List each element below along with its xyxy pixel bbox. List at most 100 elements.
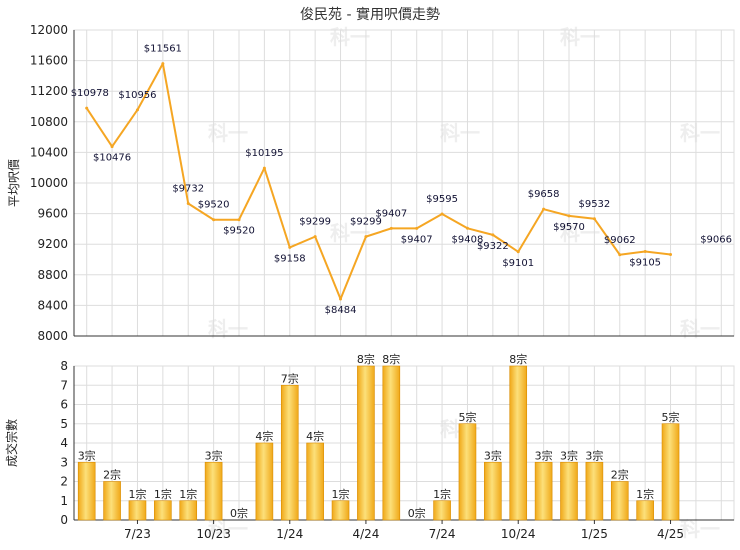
line-data-point <box>567 214 571 218</box>
line-series-segment <box>619 250 646 256</box>
line-data-label: $9322 <box>477 241 509 252</box>
line-series-segment <box>517 208 545 253</box>
line-y-tick-label: 10400 <box>30 145 68 159</box>
line-data-label: $8484 <box>325 305 357 316</box>
bar-mark <box>484 461 502 521</box>
line-series-segment <box>136 63 164 111</box>
line-data-point <box>110 145 114 149</box>
bar-y-tick-label: 4 <box>60 436 68 450</box>
line-data-label: $9532 <box>578 199 610 210</box>
bar-y-tick-label: 3 <box>60 455 68 469</box>
line-series-segment <box>416 213 443 230</box>
bar-data-label: 5宗 <box>458 410 476 424</box>
line-data-label: $9101 <box>502 258 534 269</box>
bar-data-label: 1宗 <box>332 487 350 501</box>
bar-y-tick-label: 5 <box>60 417 68 431</box>
line-data-label: $9520 <box>198 200 230 211</box>
bar-data-label: 4宗 <box>306 429 324 443</box>
line-data-label: $9066 <box>700 234 732 245</box>
line-data-label: $9299 <box>350 217 382 228</box>
line-y-tick-label: 10000 <box>30 176 68 190</box>
bar-data-label: 1宗 <box>433 487 451 501</box>
line-data-point <box>465 226 469 230</box>
line-data-point <box>669 252 673 256</box>
bar-y-tick-label: 1 <box>60 494 68 508</box>
line-series-segment <box>314 236 342 300</box>
bar-mark <box>128 500 147 521</box>
bar-data-label: 0宗 <box>230 506 248 520</box>
bar-mark <box>77 461 96 521</box>
line-data-point <box>440 212 444 216</box>
bar-mark <box>179 500 198 521</box>
bar-data-label: 8宗 <box>382 352 400 366</box>
bar-mark <box>154 500 172 521</box>
bar-mark <box>103 481 121 521</box>
bar-data-label: 7宗 <box>281 371 299 385</box>
line-data-label: $9407 <box>375 208 407 219</box>
line-series-segment <box>593 218 621 256</box>
bar-data-label: 1宗 <box>179 487 197 501</box>
bar-mark <box>585 461 604 521</box>
bar-mark <box>458 423 477 521</box>
line-y-tick-label: 8400 <box>37 298 68 312</box>
line-series-segment <box>263 167 291 248</box>
line-series-segment <box>187 202 215 221</box>
bar-y-tick-label: 0 <box>60 513 68 527</box>
bar-mark <box>306 442 324 521</box>
line-y-tick-label: 8800 <box>37 268 68 282</box>
line-data-point <box>516 250 520 254</box>
bar-y-tick-label: 2 <box>60 475 68 489</box>
bar-data-label: 3宗 <box>585 448 603 462</box>
line-data-point <box>542 207 546 211</box>
line-data-point <box>364 235 368 239</box>
line-series-segment <box>339 236 367 300</box>
line-y-tick-label: 8000 <box>37 329 68 343</box>
line-data-label: $9408 <box>452 234 484 245</box>
line-data-point <box>186 202 190 206</box>
x-tick-label: 10/24 <box>501 527 536 541</box>
line-y-tick-label: 11200 <box>30 84 68 98</box>
watermark-text: 科一 <box>680 317 720 341</box>
line-data-label: $9570 <box>553 222 585 233</box>
watermark-text: 科一 <box>330 25 370 49</box>
bar-mark <box>382 365 401 521</box>
watermark-text: 科一 <box>208 121 248 145</box>
line-series-segment <box>645 250 671 256</box>
bar-data-label: 0宗 <box>408 506 426 520</box>
bar-data-label: 3宗 <box>78 448 96 462</box>
bar-data-label: 8宗 <box>357 352 375 366</box>
line-series-segment <box>441 213 468 230</box>
line-series-segment <box>543 208 570 217</box>
x-tick-label: 10/23 <box>196 527 231 541</box>
chart-title: 俊民苑 - 實用呎價走勢 <box>300 7 440 23</box>
bar-data-label: 4宗 <box>255 429 273 443</box>
line-series-segment <box>467 227 494 236</box>
bar-mark <box>204 461 223 521</box>
watermark-text: 科一 <box>208 517 248 541</box>
line-data-point <box>288 245 292 249</box>
line-y-axis-label: 平均呎價 <box>7 159 21 207</box>
bar-mark <box>661 423 680 521</box>
line-y-tick-label: 10800 <box>30 115 68 129</box>
bar-data-label: 3宗 <box>205 448 223 462</box>
x-tick-label: 7/24 <box>429 527 456 541</box>
bar-mark <box>433 500 451 521</box>
bar-data-label: 1宗 <box>128 487 146 501</box>
watermark-text: 科一 <box>680 121 720 145</box>
bar-data-label: 1宗 <box>154 487 172 501</box>
line-data-label: $9732 <box>172 184 204 195</box>
line-data-point <box>161 62 165 66</box>
watermark-text: 科一 <box>440 121 480 145</box>
line-series-segment <box>289 235 316 249</box>
line-data-label: $10956 <box>118 90 156 101</box>
bar-y-tick-label: 8 <box>60 359 68 373</box>
line-data-point <box>237 218 241 222</box>
line-data-point <box>618 253 622 257</box>
line-data-label: $9658 <box>528 189 560 200</box>
line-data-label: $9299 <box>299 217 331 228</box>
line-data-point <box>262 166 266 170</box>
line-data-label: $9062 <box>604 235 636 246</box>
watermark-text: 科一 <box>208 317 248 341</box>
